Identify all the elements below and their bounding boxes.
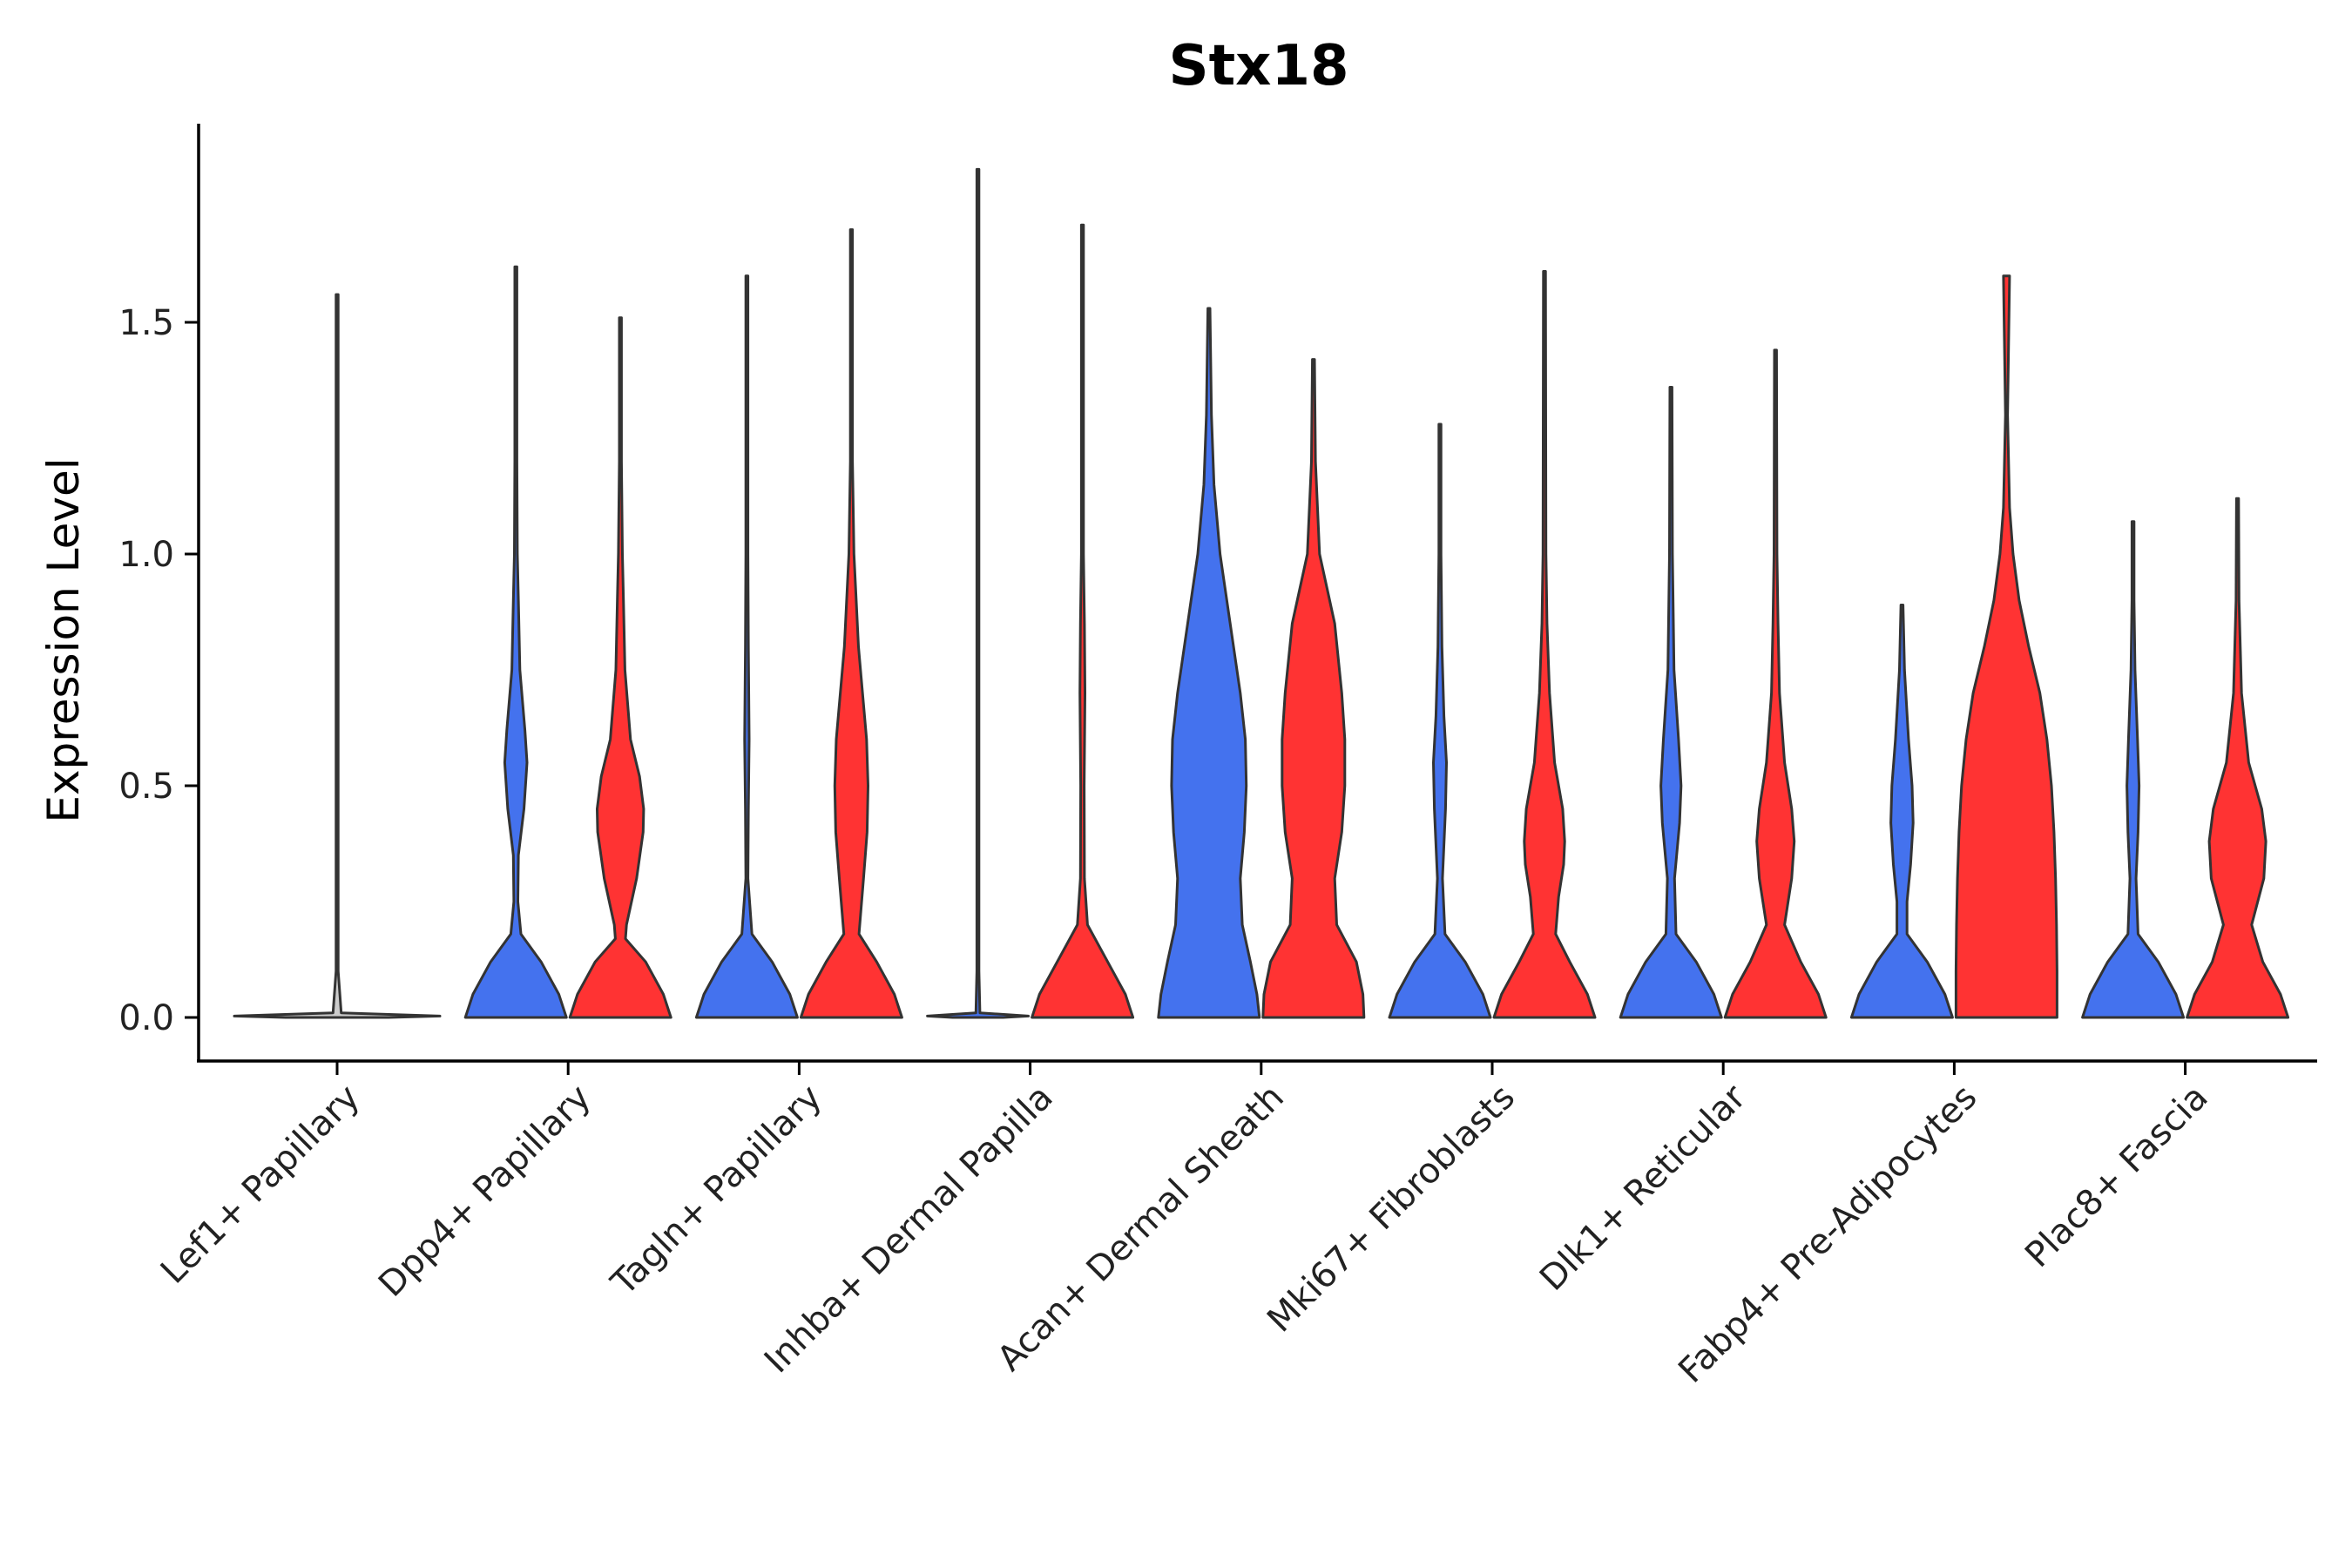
violin-group2 — [2186, 497, 2290, 1019]
violin-group2 — [799, 228, 903, 1019]
y-tick-label: 0.0 — [118, 998, 174, 1038]
x-tick-label: Dlk1+ Reticular — [1532, 1077, 1754, 1299]
y-tick-label: 1.0 — [118, 535, 174, 575]
violin-group1 — [233, 293, 442, 1019]
violin-group1 — [1388, 422, 1492, 1019]
y-tick-label: 0.5 — [118, 767, 174, 807]
violin-group2 — [1031, 223, 1135, 1019]
violin-group2 — [1723, 348, 1828, 1019]
violin-group1 — [926, 167, 1031, 1019]
x-tick-label: Tagln+ Papillary — [604, 1078, 830, 1304]
y-ticks: 0.0 0.5 1.0 1.5 — [118, 303, 199, 1038]
violin-group1 — [1619, 386, 1723, 1019]
x-ticks: Lef1+ Papillary Dpp4+ Papillary Tagln+ Pap… — [153, 1061, 2216, 1391]
y-axis-title: Expression Level — [38, 457, 89, 822]
violin-group2 — [1954, 274, 2058, 1019]
violin-group1 — [2081, 520, 2186, 1019]
violin-group2 — [568, 316, 672, 1019]
violin-group2 — [1261, 358, 1366, 1019]
violin-group1 — [694, 274, 799, 1019]
violin-group1 — [463, 265, 568, 1019]
x-tick-label: Mki67+ Fibroblasts — [1260, 1078, 1523, 1341]
violin-layer — [233, 167, 2290, 1019]
chart-title: Stx18 — [1168, 34, 1348, 98]
violin-group1 — [1849, 604, 1954, 1019]
axes — [197, 124, 2317, 1063]
y-tick-label: 1.5 — [118, 303, 174, 343]
x-tick-label: Plac8+ Fascia — [2017, 1078, 2216, 1276]
x-tick-label: Dpp4+ Papillary — [371, 1078, 598, 1305]
violin-group1 — [1157, 307, 1261, 1019]
x-tick-label: Lef1+ Papillary — [153, 1078, 368, 1292]
violin-group2 — [1492, 270, 1597, 1019]
